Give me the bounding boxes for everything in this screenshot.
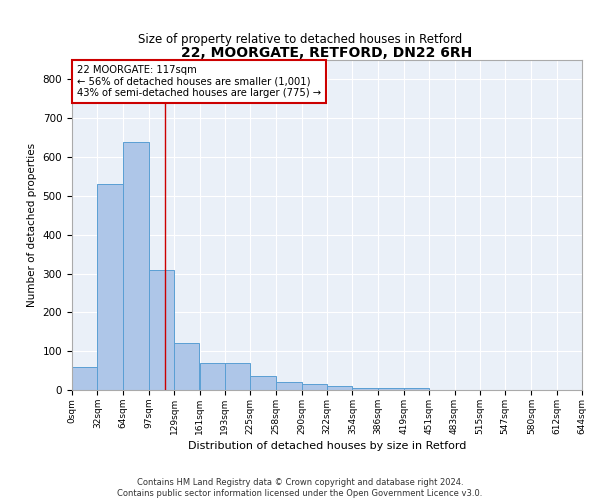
Bar (174, 344, 199, 390)
Text: Contains HM Land Registry data © Crown copyright and database right 2024.
Contai: Contains HM Land Registry data © Crown c… (118, 478, 482, 498)
X-axis label: Distribution of detached houses by size in Retford: Distribution of detached houses by size … (188, 441, 466, 451)
Title: 22, MOORGATE, RETFORD, DN22 6RH: 22, MOORGATE, RETFORD, DN22 6RH (181, 46, 473, 60)
Text: Size of property relative to detached houses in Retford: Size of property relative to detached ho… (138, 32, 462, 46)
Y-axis label: Number of detached properties: Number of detached properties (27, 143, 37, 307)
Bar (97, 184, 122, 390)
Bar (225, 363, 250, 390)
Bar (250, 376, 277, 390)
Bar (352, 388, 377, 390)
Bar (277, 382, 302, 390)
Bar (302, 384, 327, 390)
Bar (122, 142, 149, 390)
Bar (72, 366, 97, 390)
Bar (377, 388, 404, 390)
Bar (404, 388, 429, 390)
Bar (149, 270, 174, 390)
Text: 22 MOORGATE: 117sqm
← 56% of detached houses are smaller (1,001)
43% of semi-det: 22 MOORGATE: 117sqm ← 56% of detached ho… (77, 65, 321, 98)
Bar (327, 386, 352, 390)
Bar (199, 363, 225, 390)
